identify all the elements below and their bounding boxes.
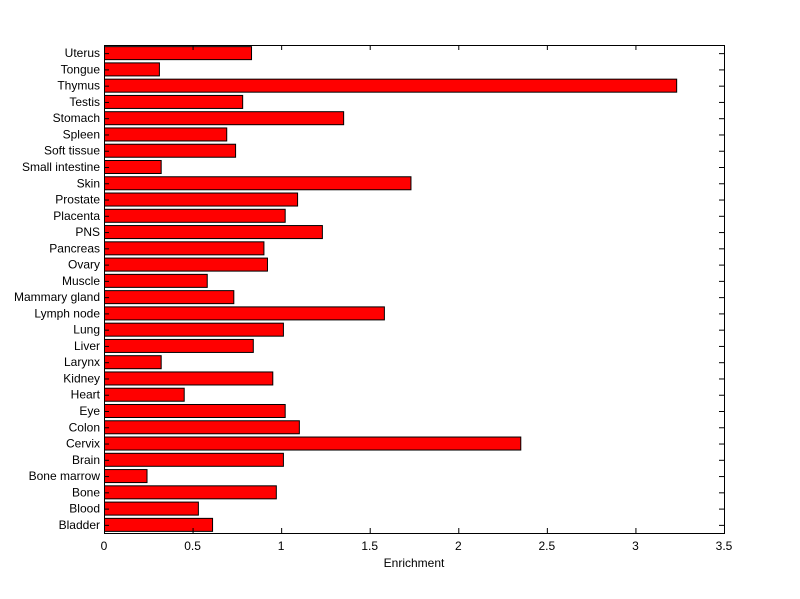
bar-bladder <box>104 517 214 532</box>
bar-lung <box>104 322 284 337</box>
bar-uterus <box>104 46 253 61</box>
bar-eye <box>104 403 286 419</box>
x-tick-label: 0 <box>101 539 108 553</box>
x-tick-label: 1 <box>278 539 285 553</box>
y-tick-label: Soft tissue <box>44 144 100 158</box>
bar-cervix <box>104 436 522 451</box>
y-tick-label: Tongue <box>61 62 101 76</box>
y-tick-label: Ovary <box>68 258 100 272</box>
y-tick-label: Bone marrow <box>29 469 101 483</box>
y-tick-label: Prostate <box>55 193 100 207</box>
y-tick-label: PNS <box>75 225 100 239</box>
bar-mammary-gland <box>104 290 235 305</box>
y-tick-label: Uterus <box>65 46 100 60</box>
x-tick-label: 2.5 <box>539 539 556 553</box>
bar-kidney <box>104 371 274 386</box>
y-tick-label: Blood <box>69 502 100 516</box>
bar-bone-marrow <box>104 469 148 484</box>
bar-heart <box>104 387 185 402</box>
y-tick-label: Lymph node <box>34 306 100 320</box>
y-tick-label: Cervix <box>66 437 100 451</box>
y-tick-label: Stomach <box>53 111 100 125</box>
y-tick-label: Larynx <box>64 355 100 369</box>
bar-spleen <box>104 127 228 142</box>
x-tick-label: 0.5 <box>184 539 201 553</box>
bar-brain <box>104 452 284 467</box>
bar-placenta <box>104 208 286 223</box>
bar-prostate <box>104 192 299 207</box>
x-tick-label: 3 <box>632 539 639 553</box>
bar-small-intestine <box>104 159 162 175</box>
y-tick-label: Kidney <box>63 371 100 385</box>
bar-muscle <box>104 273 208 288</box>
y-tick-label: Heart <box>71 388 101 402</box>
bar-testis <box>104 94 244 109</box>
bar-tongue <box>104 62 160 77</box>
bar-thymus <box>104 78 678 93</box>
bar-bone <box>104 485 277 500</box>
plot-area-frame <box>104 45 725 534</box>
bar-ovary <box>104 257 268 272</box>
y-tick-label: Pancreas <box>49 241 100 255</box>
y-axis: Bladder Blood Bone Bone marrow Brain Cervix Co… <box>14 46 724 532</box>
bar-blood <box>104 501 199 516</box>
x-axis-title: Enrichment <box>384 556 445 570</box>
y-tick-label: Thymus <box>57 79 100 93</box>
y-tick-label: Skin <box>77 176 100 190</box>
y-tick-label: Small intestine <box>22 160 100 174</box>
y-tick-label: Spleen <box>63 127 100 141</box>
x-tick-label: 2 <box>455 539 462 553</box>
bar-colon <box>104 420 300 435</box>
y-tick-label: Liver <box>74 339 100 353</box>
y-tick-label: Eye <box>79 404 100 418</box>
y-tick-label: Placenta <box>53 209 100 223</box>
bar-soft-tissue <box>104 143 237 158</box>
y-tick-label: Colon <box>69 420 100 434</box>
bar-skin <box>104 176 412 191</box>
bar-pns <box>104 225 323 240</box>
y-tick-label: Mammary gland <box>14 290 100 304</box>
bar-liver <box>104 338 254 353</box>
y-tick-label: Testis <box>69 95 100 109</box>
y-tick-label: Bone <box>72 485 100 499</box>
y-tick-label: Lung <box>73 323 100 337</box>
y-tick-label: Brain <box>72 453 100 467</box>
bar-pancreas <box>104 241 265 256</box>
x-tick-label: 3.5 <box>716 539 733 553</box>
y-tick-label: Muscle <box>62 274 100 288</box>
bar-larynx <box>104 355 162 370</box>
bar-stomach <box>104 111 345 126</box>
bars-group <box>104 46 678 532</box>
x-tick-label: 1.5 <box>361 539 378 553</box>
bar-lymph-node <box>104 306 385 321</box>
y-tick-label: Bladder <box>59 518 100 532</box>
